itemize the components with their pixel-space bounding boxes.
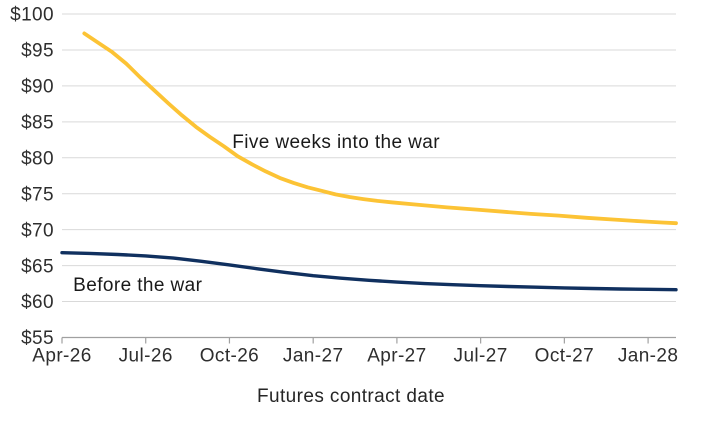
x-axis-title: Futures contract date: [257, 386, 445, 407]
x-tick-label: Jul-26: [119, 346, 173, 367]
series-annotation-1: Before the war: [73, 275, 202, 296]
y-tick-label: $70: [21, 220, 54, 241]
x-tick-label: Jan-28: [618, 346, 679, 367]
y-tick-label: $65: [21, 256, 54, 277]
series-annotation-0: Five weeks into the war: [232, 132, 440, 153]
x-tick-label: Apr-27: [367, 346, 426, 367]
x-tick-label: Oct-26: [200, 346, 259, 367]
x-tick-label: Jan-27: [283, 346, 344, 367]
y-tick-label: $55: [21, 328, 54, 349]
y-tick-label: $75: [21, 184, 54, 205]
x-tick-label: Oct-27: [535, 346, 594, 367]
y-tick-label: $60: [21, 292, 54, 313]
y-tick-label: $100: [10, 5, 54, 26]
series-line-0: [82, 31, 678, 226]
x-tick-label: Jul-27: [454, 346, 508, 367]
x-tick-label: Apr-26: [32, 346, 91, 367]
y-tick-label: $90: [21, 77, 54, 98]
y-tick-label: $80: [21, 148, 54, 169]
y-tick-label: $85: [21, 112, 54, 133]
series-line-1: [60, 250, 678, 292]
y-tick-label: $95: [21, 41, 54, 62]
